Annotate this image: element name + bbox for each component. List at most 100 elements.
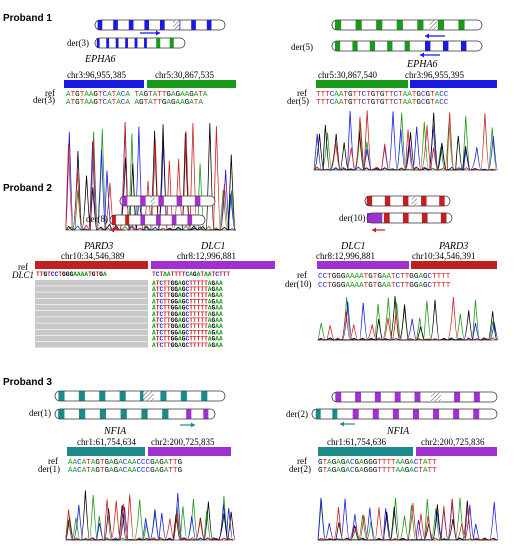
p2-right-ref-label: ref <box>297 270 307 280</box>
chromatogram-trace <box>313 112 497 171</box>
p1-left-der-label: der(3) <box>67 38 89 48</box>
p3-left-chromatogram <box>65 490 236 541</box>
read-left-block <box>35 329 148 336</box>
read-right-seq: ATCTTGGAGCTTTTTAGAA <box>152 292 223 299</box>
p1-left-coordA: chr3:96,955,385 <box>67 70 126 80</box>
chromatogram-trace <box>65 123 236 231</box>
chromatogram-trace <box>313 110 497 171</box>
p1-right-der-seq: TTTCAATGTTCTGTGTTCTAATGCGTACC <box>316 99 449 107</box>
p3-left-ref-seq: AACATAGTGAGACAACCCGAGATTG <box>68 459 183 467</box>
p2-right-chromatogram <box>317 296 499 341</box>
p2-right-der-seq-label: der(10) <box>285 279 312 289</box>
p1-left-der-seq-label: der(3) <box>33 95 55 105</box>
chromatogram-trace <box>65 494 234 541</box>
p3-right-bar-a <box>318 447 413 456</box>
p2-left-dlc-label: DLC1 <box>11 270 34 280</box>
proband1-title: Proband 1 <box>3 13 52 24</box>
p2-left-bar-b <box>151 261 275 269</box>
p3-left-gene: NFIA <box>103 426 127 437</box>
p1-right-chromatogram <box>313 110 498 171</box>
p3-left-ref-label: ref <box>48 456 58 466</box>
p1-right-gene: EPHA6 <box>406 59 438 70</box>
p2-left-coordB: chr8:12,996,881 <box>177 251 236 261</box>
p1-right-coordB: chr3:96,955,395 <box>405 70 464 80</box>
read-left-block <box>35 298 148 305</box>
p3-right-bar-b <box>416 447 497 456</box>
p1-left-coordB: chr5:30,867,535 <box>155 70 214 80</box>
der3-ideogram <box>94 37 186 49</box>
chr3-ideogram <box>94 19 226 31</box>
read-right-seq: ATCTTGGAGCTTTTTAGAA <box>152 323 223 330</box>
read-right-seq: ATCTTGGAGCTTTTTAGAA <box>152 280 223 287</box>
p1-right-ref-seq: TTTCAATGTTCTGTGTTCTAATGCGTACC <box>316 91 449 99</box>
read-right-seq: ATCTTGGAGCTTTTTAGAA <box>152 329 223 336</box>
p2-right-bar-b <box>411 261 497 269</box>
chromatogram-trace <box>65 494 233 541</box>
proband1-chromosomes <box>94 19 483 58</box>
p1-right-der-label: der(5) <box>291 42 313 52</box>
p2-left-geneA: PARD3 <box>83 241 113 252</box>
read-left-block <box>35 323 148 329</box>
proband2-chromosomes <box>109 195 453 233</box>
p1-left-der-seq: ATGTAAGTCATACA AGTATTGAGAAGATA <box>66 99 203 107</box>
p3-left-arrow <box>180 422 195 428</box>
p1-left-gene: EPHA6 <box>84 54 116 65</box>
p1-right-coordA: chr5:30,867,540 <box>318 70 377 80</box>
p2-left-arrow <box>110 227 125 233</box>
p2-left-ref-label: ref <box>18 262 28 272</box>
p2-right-geneB: PARD3 <box>438 241 468 252</box>
read-right-seq: ATCTTGGAGCTTTTTAGAA <box>152 311 223 318</box>
p1-left-arrow <box>140 30 160 36</box>
p2-right-geneA: DLC1 <box>340 241 365 252</box>
read-right-seq: ATCTTGGAGCTTTTTAGAA <box>152 286 223 293</box>
p2-right-arrow <box>372 227 385 233</box>
p3-right-gene: NFIA <box>386 426 410 437</box>
p1-right-der-seq-label: der(5) <box>287 96 309 106</box>
p3-right-ref-label: ref <box>297 456 307 466</box>
read-left-block <box>35 311 148 317</box>
p3-right-der-seq-label: der(2) <box>289 464 311 474</box>
chr10-ideogram <box>364 195 451 207</box>
chromatogram-trace <box>317 497 499 541</box>
p2-right-coordB: chr10:34,546,391 <box>412 251 476 261</box>
p2-left-ref-seq-b: TCTAATTTTCAGATAATCTTT <box>152 271 230 278</box>
p2-left-der-label: der(8) <box>86 214 108 224</box>
p3-right-chromatogram <box>317 497 499 541</box>
p3-right-der-label: der(2) <box>286 409 308 419</box>
der5-ideogram <box>331 40 483 52</box>
p3-left-der-seq-label: der(1) <box>38 464 60 474</box>
chr8-ideogram <box>119 195 216 207</box>
p2-left-coordA: chr10:34,546,389 <box>61 251 125 261</box>
read-left-block <box>35 280 148 286</box>
p3-left-der-seq: AACATAGTGAGACAACCCGAGATTG <box>68 467 183 475</box>
p3-right-ref-seq: GTAGAGACGAGGGTTTTAAGACTATT <box>318 459 437 467</box>
chr2-ideogram <box>331 391 498 403</box>
der8-ideogram <box>109 214 206 226</box>
read-right-seq: ATCTTGGAGCTTTTTAGAA <box>152 317 223 324</box>
read-left-block <box>35 286 148 292</box>
p2-right-der-label: der(10) <box>339 213 366 223</box>
read-right-seq: ATCTTGGAGCTTTTTAGAA <box>152 342 223 349</box>
p3-right-coordB: chr2:200,725,836 <box>421 437 485 447</box>
read-left-block <box>35 335 148 342</box>
p3-left-coordA: chr1:61,754,634 <box>77 437 136 447</box>
read-right-seq: ATCTTGGAGCTTTTTAGAA <box>152 298 223 305</box>
p3-right-arrow <box>340 421 355 427</box>
read-right-seq: ATCTTGGAGCTTTTTAGAA <box>152 336 223 343</box>
der10-ideogram <box>366 212 453 224</box>
chromatogram-trace <box>65 490 236 541</box>
chr5-ideogram <box>331 19 483 31</box>
p1-right-arrow-a <box>425 33 445 39</box>
p1-right-arrow-b <box>420 52 440 58</box>
p1-left-ref-label: ref <box>45 88 55 98</box>
read-left-block <box>35 304 148 311</box>
proband2-title: Proband 2 <box>3 183 52 194</box>
p2-left-bar-a <box>35 261 148 269</box>
p2-left-read-alignment: ATCTTGGAGCTTTTTAGAAATCTTGGAGCTTTTTAGAAAT… <box>35 280 223 349</box>
proband3-chromosomes <box>54 390 498 428</box>
chr1-ideogram <box>54 390 226 402</box>
p3-left-coordB: chr2:200,725,835 <box>151 437 215 447</box>
chromatogram-trace <box>317 500 498 541</box>
read-left-block <box>35 317 148 323</box>
p1-left-ref-seq: ATGTAAGTCATACA TAGTATTGAGAAGATA <box>66 91 208 99</box>
